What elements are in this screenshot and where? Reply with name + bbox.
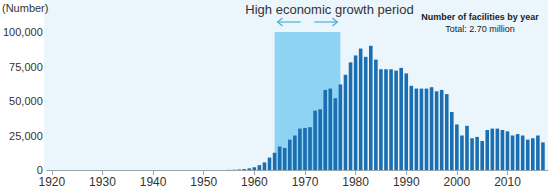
svg-text:2010: 2010 [494,175,521,189]
svg-text:High economic growth period: High economic growth period [245,2,413,17]
svg-text:(Number): (Number) [2,2,48,14]
svg-text:1990: 1990 [393,175,420,189]
svg-text:1920: 1920 [38,175,65,189]
svg-text:25,000: 25,000 [9,130,43,142]
svg-text:50,000: 50,000 [9,95,43,107]
svg-text:1940: 1940 [140,175,167,189]
svg-text:1970: 1970 [292,175,319,189]
svg-text:1980: 1980 [342,175,369,189]
svg-text:Total: 2.70 million: Total: 2.70 million [445,24,515,34]
svg-text:1950: 1950 [190,175,217,189]
svg-text:Number of facilities by year: Number of facilities by year [421,12,539,22]
svg-text:1960: 1960 [241,175,268,189]
svg-text:1930: 1930 [89,175,116,189]
svg-text:100,000: 100,000 [3,26,43,38]
svg-text:0: 0 [36,164,43,176]
svg-text:75,000: 75,000 [9,61,43,73]
svg-text:2000: 2000 [444,175,471,189]
